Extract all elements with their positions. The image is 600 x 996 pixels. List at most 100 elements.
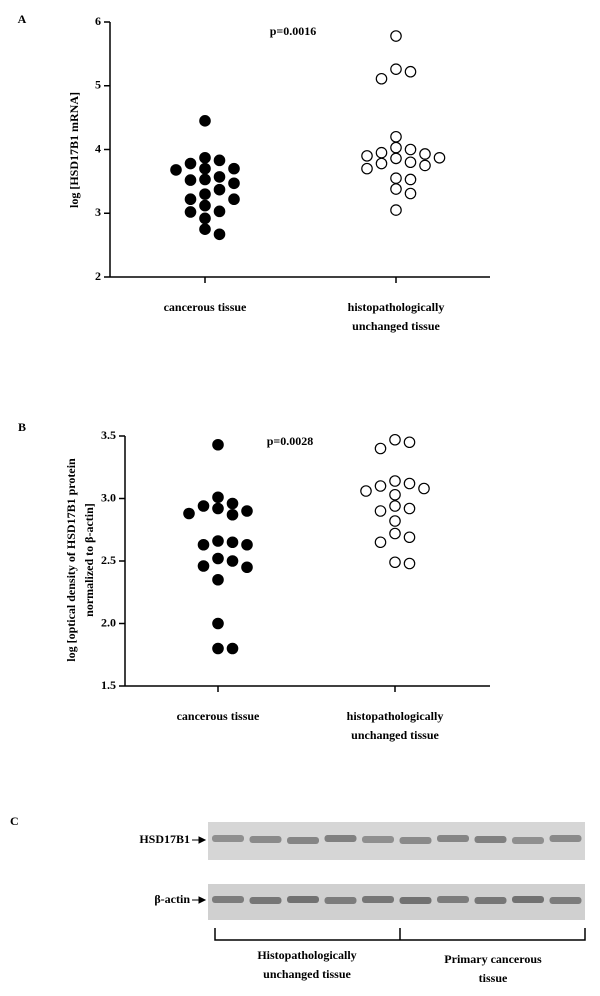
x-tick-label: cancerous tissue [163,300,247,314]
data-point [184,206,197,218]
band [249,836,282,843]
data-point [390,130,402,143]
band [362,896,394,903]
data-point [241,538,253,551]
y-tick-label: 6 [95,14,101,28]
data-point [197,500,210,512]
data-point [184,157,197,170]
data-point [374,442,387,455]
annotation: p=0.0028 [267,434,314,448]
data-point [212,438,224,451]
bands [212,835,582,904]
data-point [375,146,388,159]
data-point [390,204,402,216]
y-axis-label: log [optical density of HSD17B1 protein [64,458,78,662]
y-axis-label: log [HSD17B1 mRNA] [67,92,81,208]
data-point [404,143,417,156]
band [474,836,507,843]
data-point [404,156,417,169]
data-point [197,560,210,572]
band [399,837,432,844]
group-label: Histopathologically unchanged tissue [257,948,357,981]
panel-letter: C [10,814,19,828]
data-point [404,173,417,186]
y-tick-label: 2 [95,269,101,283]
data-point [403,502,416,515]
data-point [241,505,253,517]
data-point [199,188,211,200]
row-label: β-actin [154,892,190,906]
band [549,835,582,842]
row-label: HSD17B1 [139,832,190,846]
data-point [374,480,387,492]
data-point [213,183,226,196]
band [212,835,244,842]
data-point [390,63,402,75]
band [212,896,244,903]
data-point [390,183,402,195]
data-point [228,177,240,190]
data-point [389,556,401,569]
data-point [226,497,239,510]
data-point [418,482,430,495]
data-point [199,162,211,175]
data-point [403,531,416,544]
band [512,896,544,903]
data-point [199,212,211,225]
group-label: Primary cancerous tissue [444,952,542,985]
data-point [212,502,224,515]
data-point [389,475,401,487]
data-point [199,115,211,127]
data-point [389,527,401,540]
data-point [213,205,226,218]
data-point [375,157,388,170]
data-point [228,162,240,175]
data-point [183,507,195,520]
y-axis-label: normalized to β-actin] [82,503,96,617]
data-point [226,642,239,655]
band [437,835,469,842]
data-point [184,174,197,186]
data-point [226,508,239,521]
band [399,897,432,904]
data-point [390,152,402,165]
band [287,896,319,903]
x-tick-label: histopathologically unchanged tissue [347,300,445,333]
panel-letter: A [18,12,27,26]
arrows [192,836,207,904]
data-point [228,193,240,206]
band [549,897,582,904]
data-point [212,573,224,586]
data-point [212,552,224,565]
bracket [214,928,586,941]
band [362,836,394,843]
band [287,837,319,844]
data-point [197,538,210,551]
data-point [374,505,387,517]
data-point [212,491,224,504]
y-tick-label: 2.0 [101,615,116,629]
data-point [212,642,224,655]
data-point [419,159,431,172]
data-point [390,141,402,154]
x-tick-label: histopathologically unchanged tissue [346,709,444,742]
data-point [360,485,372,497]
data-point [390,172,402,184]
data-point [389,500,401,512]
data-point [419,148,431,160]
data-point [375,72,388,85]
data-point [199,223,211,235]
data-point [199,173,211,186]
y-tick-label: 4 [95,141,101,155]
data-point [213,171,226,183]
data-point [361,162,373,175]
data-point [389,433,401,446]
y-tick-label: 1.5 [101,678,116,692]
data-point [389,515,401,527]
data-point [213,154,226,167]
data-point [403,436,416,449]
data-point [184,193,197,206]
data-point [199,199,211,212]
band [474,897,507,904]
